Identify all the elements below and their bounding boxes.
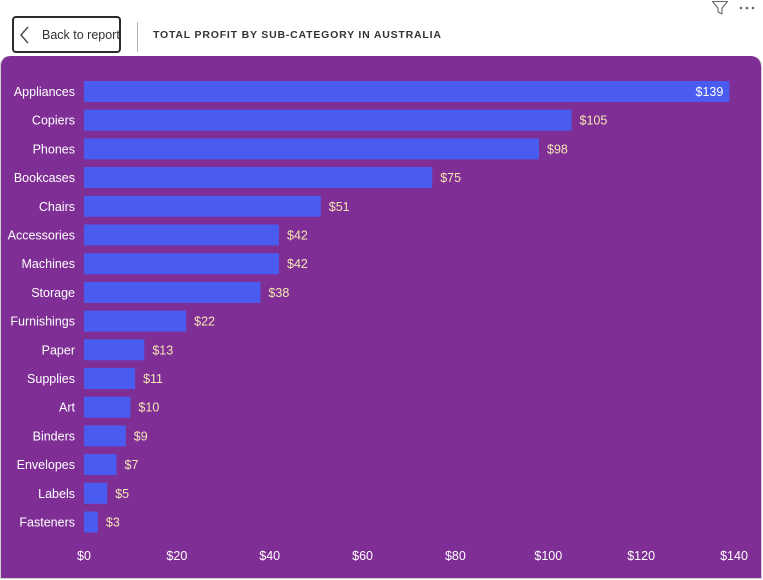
bar [84,109,572,131]
header-divider [137,22,138,52]
category-label: Supplies [27,372,75,386]
x-tick-label: $20 [166,549,187,563]
chevron-left-icon [19,26,29,44]
category-label: Art [59,401,76,415]
x-tick-label: $60 [352,549,373,563]
data-label: $13 [152,343,173,357]
data-label: $9 [134,429,148,443]
data-label: $75 [440,171,461,185]
bar [84,81,730,102]
bar [84,281,261,303]
category-label: Binders [33,429,75,443]
category-label: Paper [42,343,75,357]
category-label: Bookcases [14,171,75,185]
filter-icon[interactable] [711,0,729,16]
data-label: $42 [287,229,308,243]
bar [84,167,433,189]
category-label: Accessories [8,229,75,243]
data-label: $139 [696,85,724,99]
x-tick-label: $120 [627,549,655,563]
bar [84,368,136,389]
category-label: Storage [31,286,75,300]
bar [84,454,117,476]
bar [84,138,539,160]
back-to-report-button[interactable]: Back to report [12,16,121,53]
category-label: Envelopes [17,458,75,472]
data-label: $7 [125,458,139,472]
category-label: Labels [38,487,75,501]
data-label: $51 [329,200,350,214]
data-label: $11 [143,372,163,386]
x-tick-label: $40 [259,549,280,563]
x-tick-label: $100 [534,549,562,563]
bar [84,425,126,447]
more-options-icon[interactable] [738,0,756,16]
back-button-label: Back to report [42,28,120,42]
category-label: Machines [22,257,76,271]
data-label: $38 [268,286,289,300]
data-label: $98 [547,142,568,156]
data-label: $3 [106,516,120,530]
data-label: $5 [115,487,129,501]
chart-title: TOTAL PROFIT BY SUB-CATEGORY IN AUSTRALI… [153,29,442,41]
bar [84,253,279,275]
data-label: $10 [138,401,159,415]
bar [84,396,131,418]
category-label: Chairs [39,200,75,214]
bar [84,224,279,246]
bar [84,511,98,533]
bar [84,310,187,332]
category-label: Fasteners [19,516,75,530]
category-label: Furnishings [10,315,75,329]
bar [84,339,145,361]
x-tick-label: $0 [77,549,91,563]
category-label: Copiers [32,114,75,128]
x-tick-label: $140 [720,549,748,563]
category-label: Appliances [14,85,75,99]
x-tick-label: $80 [445,549,466,563]
bar [84,482,108,504]
bar-chart: Appliances $139 Copiers $105 Phones $98 Bookca… [8,81,748,563]
data-label: $42 [287,257,308,271]
data-label: $22 [194,315,215,329]
bar [84,195,321,217]
category-label: Phones [33,142,75,156]
data-label: $105 [580,114,608,128]
chart-panel: Appliances $139 Copiers $105 Phones $98 Bookca… [0,56,761,578]
